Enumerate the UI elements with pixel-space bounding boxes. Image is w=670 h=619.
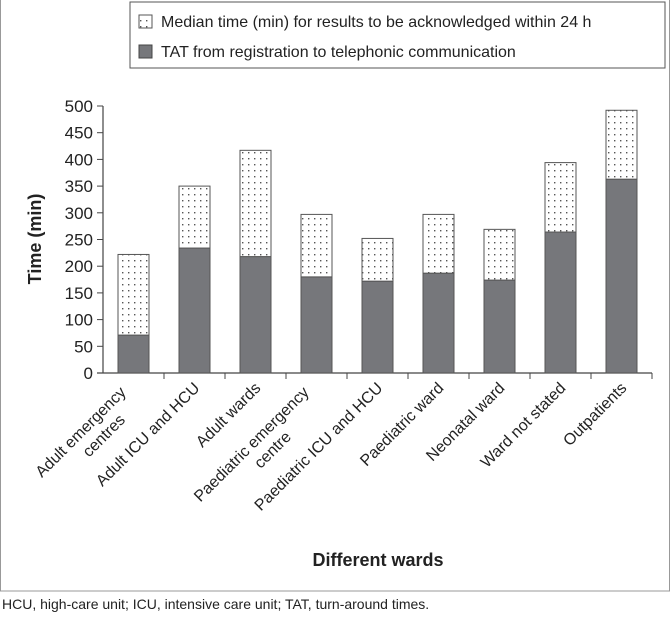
- bar-segment-tat: [117, 334, 150, 374]
- bar-segment-median: [483, 228, 516, 281]
- bar-segment-tat: [422, 272, 455, 374]
- y-tick-label: 250: [65, 231, 93, 250]
- y-tick-label: 0: [84, 364, 93, 383]
- bar-segment-median: [117, 253, 150, 336]
- legend-swatch-tat: [138, 44, 153, 59]
- bar-segment-median: [178, 185, 211, 249]
- legend-label-tat: TAT from registration to telephonic comm…: [161, 44, 516, 61]
- y-tick-label: 400: [65, 150, 93, 169]
- y-tick-label: 350: [65, 177, 93, 196]
- legend-swatch-median: [138, 14, 153, 29]
- bar-segment-tat: [483, 279, 516, 374]
- bar-segment-median: [300, 213, 333, 278]
- bar-segment-median: [239, 149, 272, 258]
- x-tick-label: Outpatients: [560, 380, 630, 450]
- y-tick-label: 300: [65, 204, 93, 223]
- bar-segment-median: [544, 162, 577, 233]
- y-axis-label: Time (min): [25, 194, 45, 285]
- legend-label-median: Median time (min) for results to be ackn…: [161, 14, 591, 31]
- bar-segment-tat: [544, 231, 577, 374]
- x-tick-label: Adult emergencycentres: [33, 384, 143, 494]
- bar-segment-median: [361, 237, 394, 282]
- bar-segment-tat: [300, 276, 333, 374]
- y-tick-label: 150: [65, 284, 93, 303]
- y-tick-label: 50: [74, 337, 93, 356]
- x-axis-label: Different wards: [312, 550, 443, 570]
- y-tick-label: 100: [65, 311, 93, 330]
- y-tick-label: 200: [65, 257, 93, 276]
- figure-caption: HCU, high-care unit; ICU, intensive care…: [2, 596, 430, 612]
- bar-segment-median: [422, 213, 455, 274]
- legend: Median time (min) for results to be ackn…: [129, 1, 666, 69]
- bar-segment-tat: [361, 280, 394, 374]
- bar-segment-median: [605, 109, 638, 180]
- y-tick-label: 500: [65, 97, 93, 116]
- y-tick-label: 450: [65, 124, 93, 143]
- stacked-bar-chart: Median time (min) for results to be ackn…: [0, 0, 670, 592]
- bar-segment-tat: [178, 247, 211, 374]
- bar-segment-tat: [239, 256, 272, 374]
- bar-segment-tat: [605, 178, 638, 374]
